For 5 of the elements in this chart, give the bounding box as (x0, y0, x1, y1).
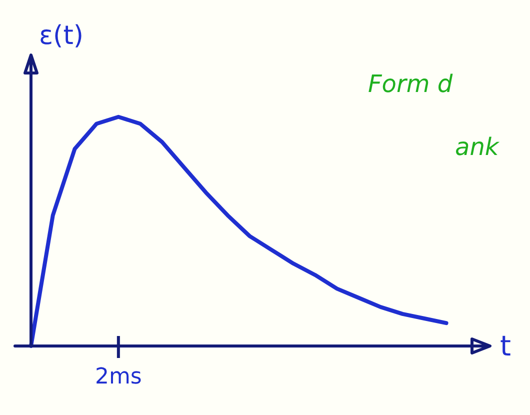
annotation: ank (455, 133, 500, 161)
x-axis-title: t (500, 330, 511, 362)
text: Form d (368, 70, 454, 98)
y-axis-title: ε(t) (39, 21, 84, 51)
text: 2ms (94, 364, 142, 390)
